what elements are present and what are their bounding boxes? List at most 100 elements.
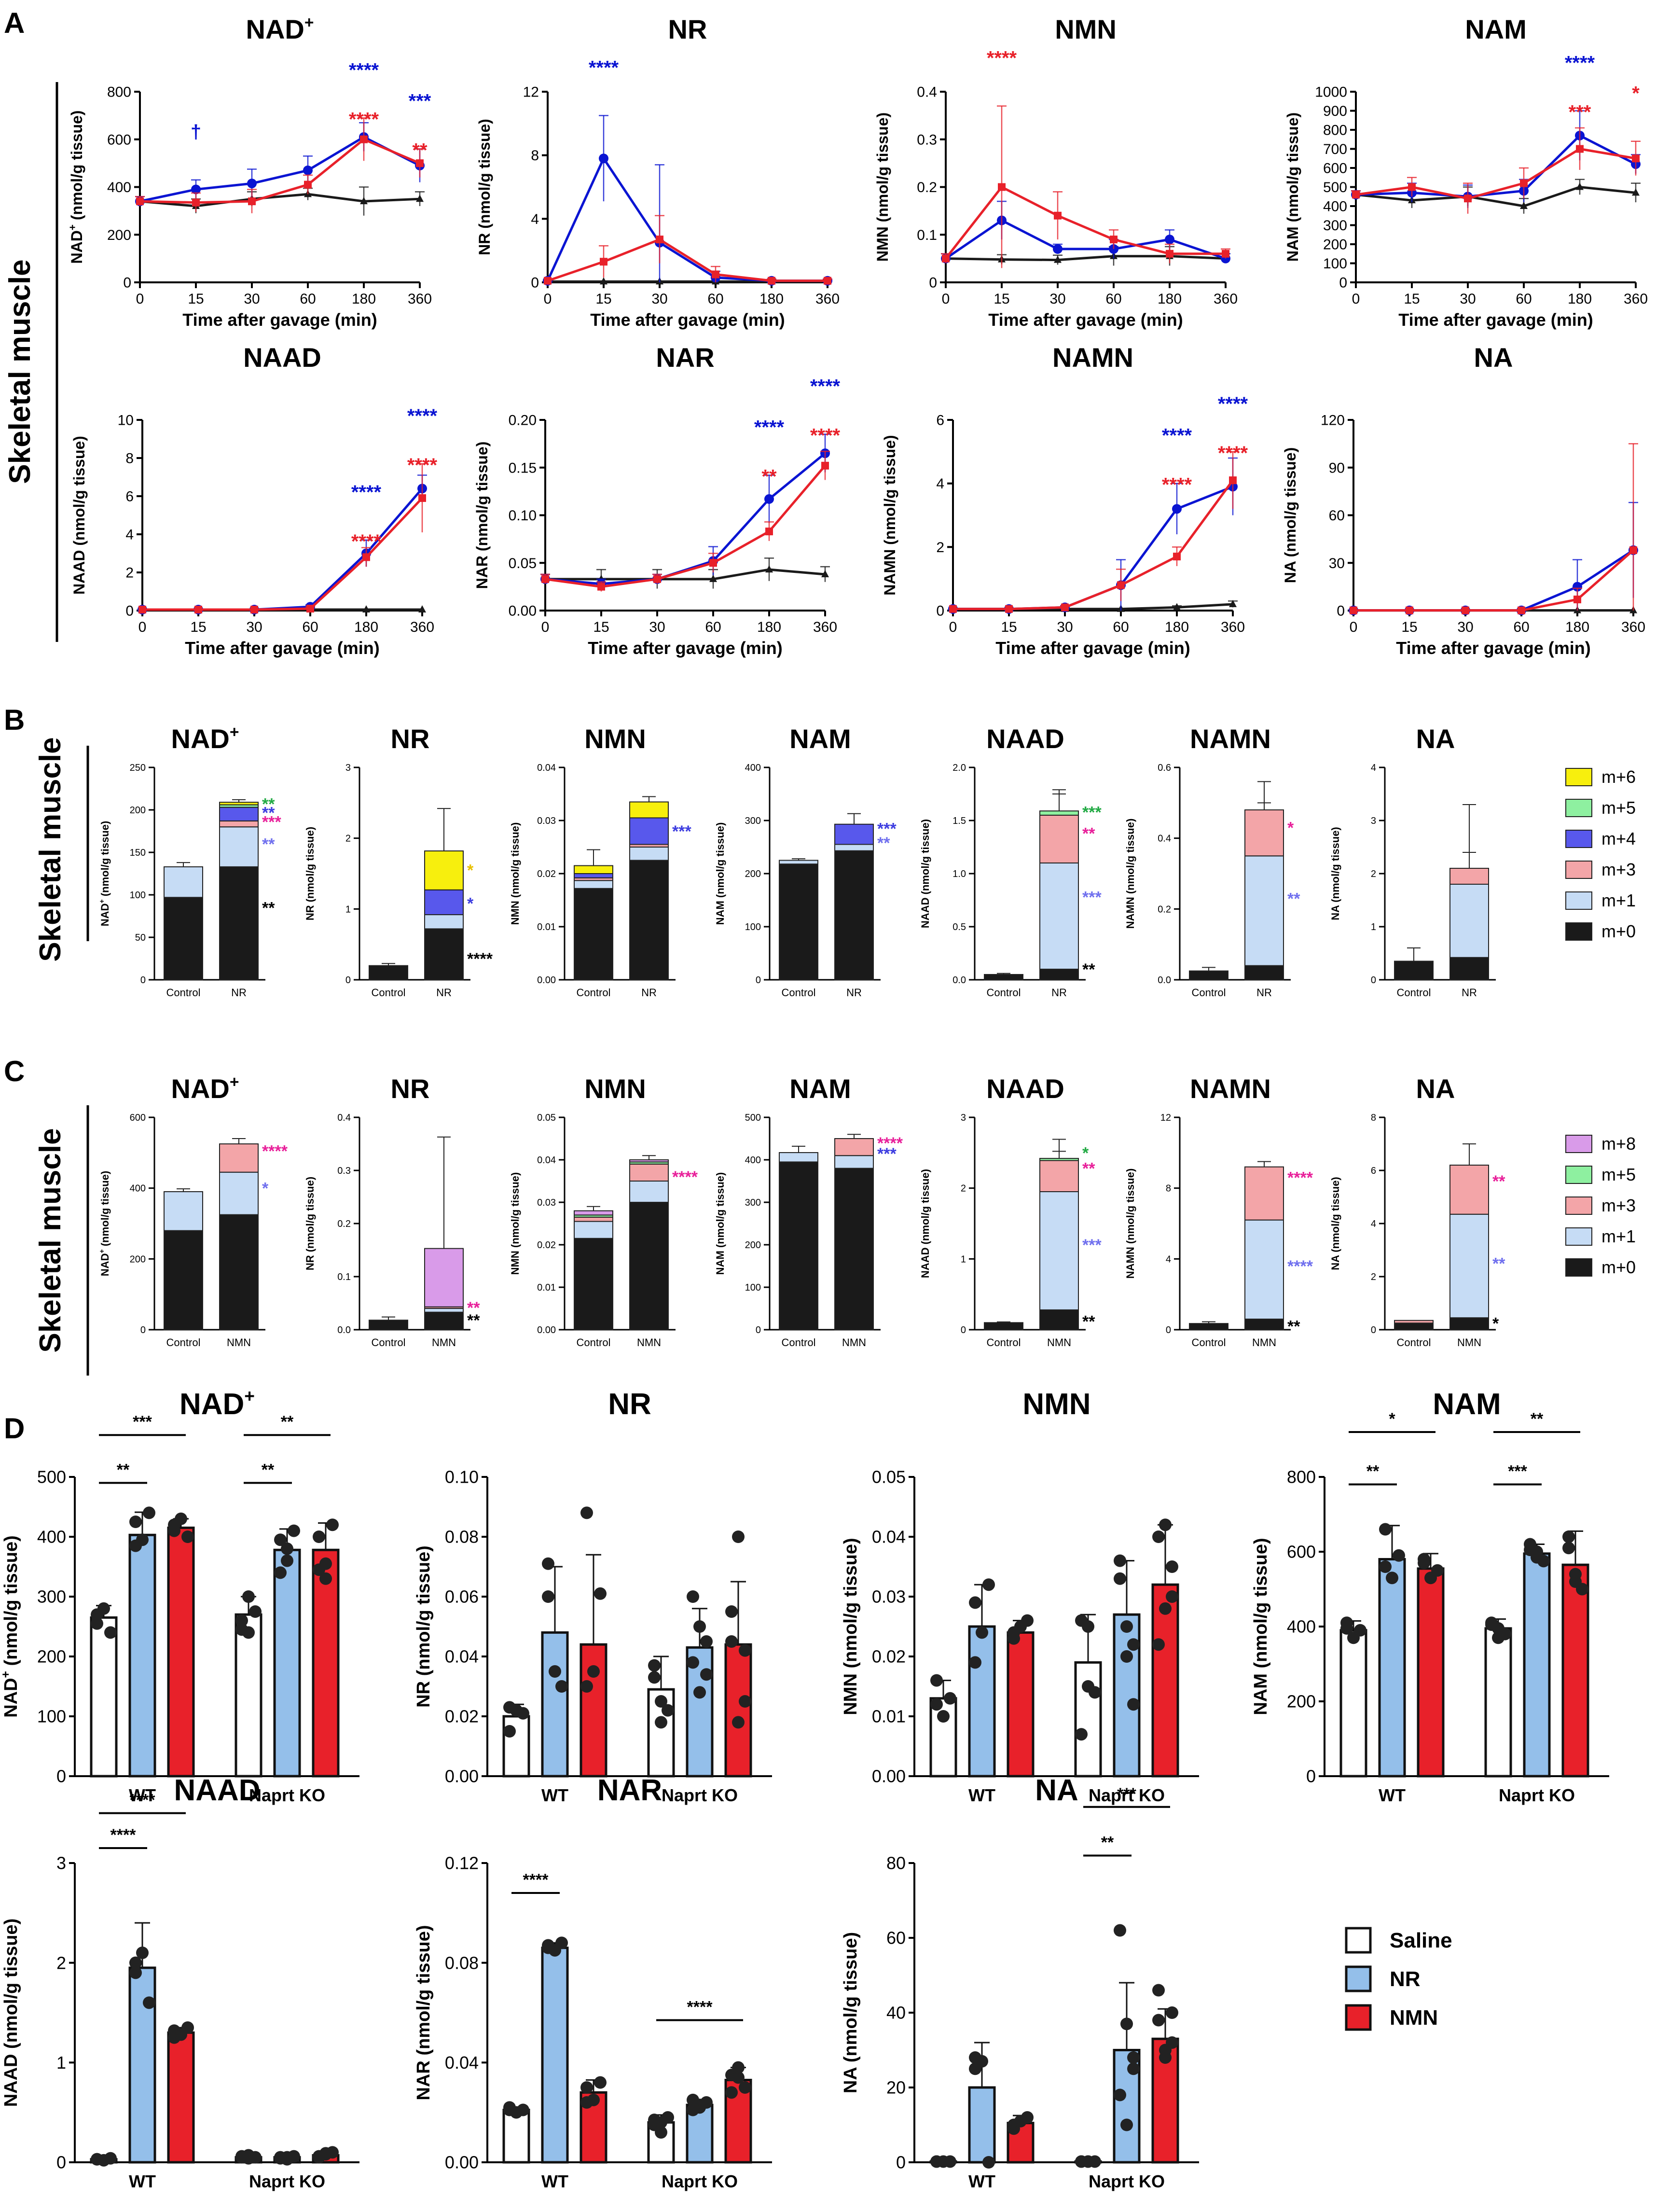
- y-tick-label: 2: [936, 540, 944, 556]
- series-nmn: [941, 105, 1230, 268]
- y-tick-label: 0.04: [445, 2053, 479, 2073]
- bar-segment-m3: [1449, 868, 1489, 885]
- y-tick-label: 0: [56, 2153, 66, 2172]
- title-main: NAAD: [243, 342, 321, 373]
- significance-star: ****: [407, 455, 438, 476]
- group-label: Naprt KO: [662, 2171, 738, 2191]
- x-tick-label: 360: [408, 291, 432, 307]
- bar: [1561, 1563, 1589, 1778]
- y-tick-label: 10: [118, 413, 134, 429]
- y-tick-label: 400: [1323, 199, 1347, 215]
- y-tick-label: 2: [345, 834, 351, 844]
- significance-star: ***: [672, 822, 691, 841]
- data-point: [765, 565, 773, 573]
- y-tick-label: 0.03: [537, 1197, 556, 1208]
- y-tick-label: 0.0: [1158, 975, 1171, 986]
- x-tick-label: Control: [166, 987, 201, 999]
- significance-star: ****: [687, 1998, 713, 2017]
- bar: [167, 2031, 195, 2164]
- chart-title: NMN: [584, 723, 646, 754]
- x-axis-label: Time after gavage (min): [185, 638, 379, 658]
- data-point: [544, 277, 552, 285]
- chart-title: NAM: [789, 1073, 851, 1104]
- data-point: [1120, 2017, 1133, 2031]
- chart-title: NAM: [789, 723, 851, 754]
- group-label: WT: [129, 1785, 156, 1805]
- y-tick-label: 300: [745, 1197, 761, 1208]
- data-point: [1431, 1564, 1444, 1577]
- y-tick-label: 0.00: [445, 2153, 479, 2172]
- data-point: [982, 2156, 995, 2169]
- data-point: [248, 197, 256, 206]
- significance-star: *: [1632, 83, 1640, 104]
- x-tick-label: 15: [1401, 619, 1417, 635]
- significance-star: **: [262, 795, 275, 814]
- data-point: [1520, 179, 1528, 187]
- data-point: [1127, 2051, 1140, 2064]
- series-line: [1353, 549, 1634, 612]
- y-tick-label: 0: [756, 975, 761, 986]
- significance-star: **: [1492, 1172, 1505, 1191]
- legend-label: NR: [1390, 1967, 1421, 1991]
- y-tick-label: 0: [1371, 975, 1376, 986]
- chart-title: NAR: [656, 342, 714, 373]
- legend-isotopologue-b: m+6 m+5 m+4 m+3 m+1 m+0: [1565, 767, 1636, 941]
- data-point: [687, 1656, 699, 1669]
- data-point: [313, 1563, 325, 1576]
- data-point: [725, 2086, 738, 2099]
- data-point: [1166, 2006, 1178, 2019]
- y-tick-label: 0.04: [537, 763, 556, 773]
- data-point: [732, 1716, 745, 1729]
- data-point: [1632, 188, 1640, 196]
- y-axis-label: NAD+ (nmol/g tissue): [67, 111, 85, 264]
- y-tick-label: 2: [56, 1953, 66, 1973]
- y-tick-label: 0.12: [445, 1853, 479, 1873]
- y-tick-label: 4: [1166, 1254, 1171, 1265]
- ylabel-rest: (nmol/g tissue): [99, 1171, 111, 1250]
- data-point: [656, 236, 663, 244]
- series-line: [953, 485, 1233, 611]
- significance-star: ***: [1117, 1785, 1136, 1803]
- bar: [128, 1533, 156, 1778]
- x-tick-label: 360: [1624, 291, 1648, 307]
- data-point: [541, 575, 549, 583]
- y-tick-label: 0.3: [917, 132, 937, 148]
- legend-swatch: [1345, 1927, 1372, 1954]
- data-point: [732, 2071, 745, 2084]
- y-axis-label: NAD+ (nmol/g tissue): [98, 821, 111, 927]
- data-point: [768, 277, 775, 285]
- data-point: [594, 2076, 607, 2089]
- title-main: NAD: [171, 723, 230, 754]
- y-tick-label: 800: [107, 84, 131, 100]
- significance-star: ****: [351, 482, 382, 503]
- significance-star: ****: [877, 1134, 903, 1153]
- legend-swatch: [1565, 1135, 1592, 1153]
- significance-star: ****: [349, 59, 379, 81]
- x-tick-label: 30: [246, 619, 262, 635]
- data-point: [648, 1659, 661, 1672]
- chart-title: NAD+: [171, 1073, 239, 1104]
- bar-segment-m6: [424, 850, 464, 890]
- bar-segment-m0: [219, 866, 259, 981]
- data-point: [1562, 1542, 1575, 1555]
- x-tick-label: Control: [1192, 987, 1226, 999]
- data-point: [1386, 1572, 1398, 1585]
- significance-star: ***: [133, 1413, 152, 1431]
- panel-label-a: A: [4, 7, 25, 39]
- data-point: [1172, 504, 1182, 514]
- bar-segment-m0: [574, 888, 613, 981]
- y-tick-label: 0.6: [1158, 763, 1171, 773]
- data-point: [1166, 1590, 1178, 1603]
- data-point: [143, 1506, 155, 1519]
- y-tick-label: 0: [140, 975, 146, 986]
- data-point: [655, 1716, 667, 1729]
- bar-chart-d-nmn: NMN NMN (nmol/g tissue) 0.00 0.01 0.02 0.03 0.…: [841, 1388, 1199, 1805]
- y-tick-label: 600: [107, 132, 131, 148]
- y-axis-label: NAMN (nmol/g tissue): [1124, 1169, 1136, 1279]
- y-tick-label: 0.5: [952, 922, 966, 932]
- title-sup: +: [304, 14, 314, 32]
- line-chart-nr: NR NR (nmol/g tissue) 0 4 8 12 0 15 30 60 180 360 Ti…: [476, 14, 840, 330]
- bar: [541, 1947, 569, 2164]
- x-tick-label: 30: [651, 291, 667, 307]
- legend-swatch: [1565, 1258, 1592, 1277]
